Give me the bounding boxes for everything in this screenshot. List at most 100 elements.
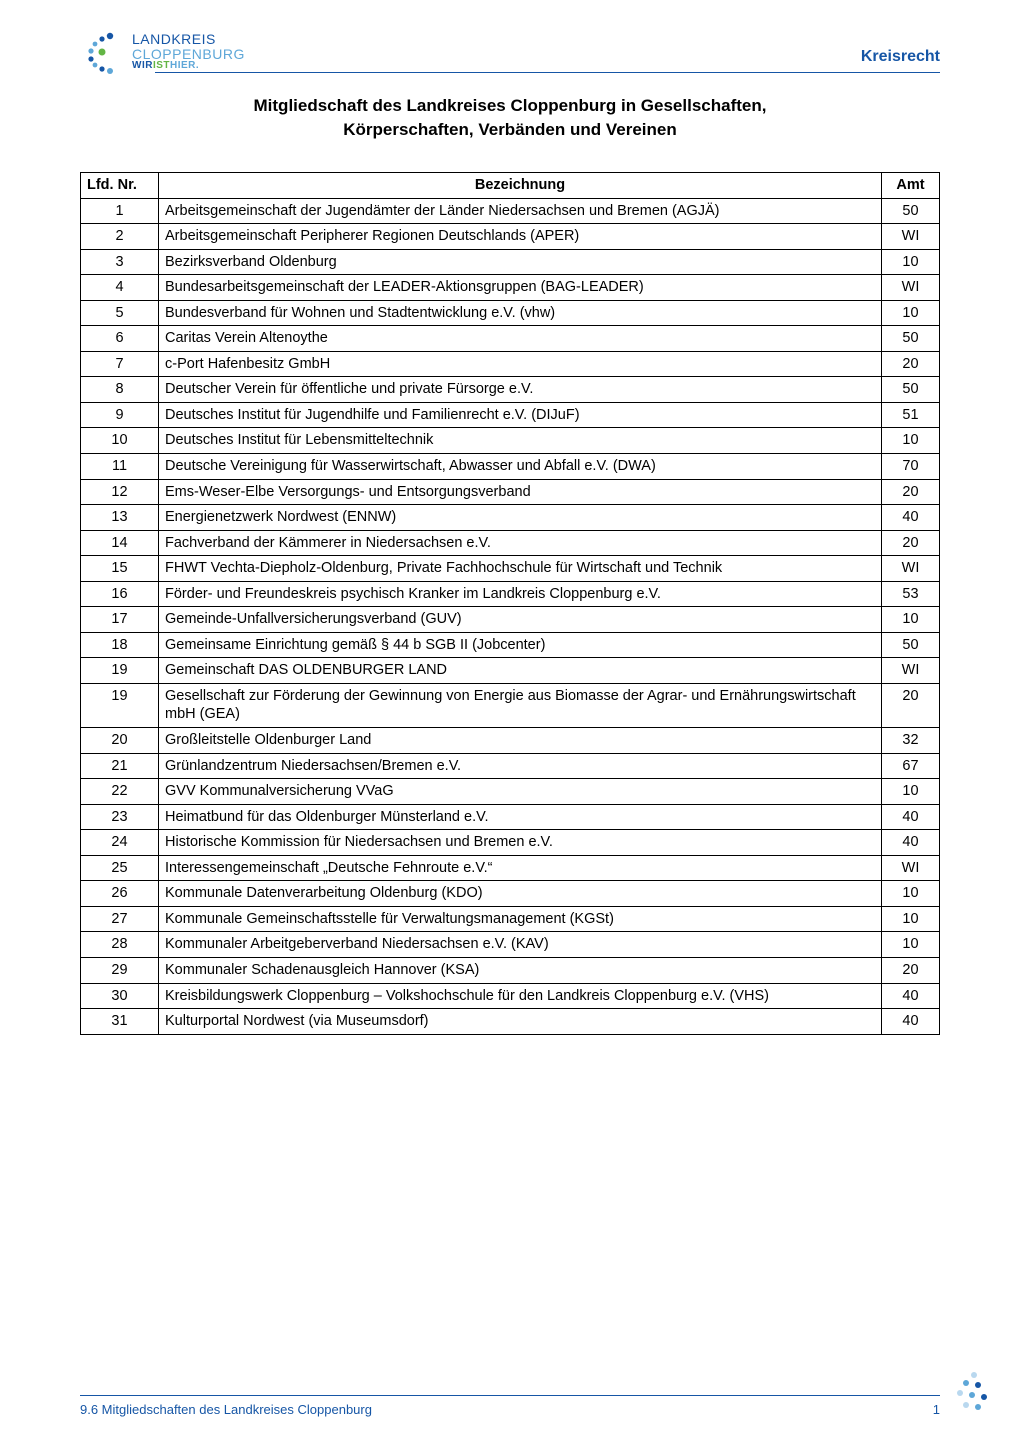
cell-amt: 53 [882,581,940,607]
table-row: 13Energienetzwerk Nordwest (ENNW)40 [81,505,940,531]
cell-nr: 16 [81,581,159,607]
kreisrecht-label: Kreisrecht [861,48,940,66]
cell-nr: 14 [81,530,159,556]
cell-amt: 50 [882,632,940,658]
cell-bez: Bundesarbeitsgemeinschaft der LEADER-Akt… [159,275,882,301]
table-row: 19Gesellschaft zur Förderung der Gewinnu… [81,683,940,727]
cell-bez: Kommunaler Arbeitgeberverband Niedersach… [159,932,882,958]
cell-nr: 9 [81,402,159,428]
table-row: 16Förder- und Freundeskreis psychisch Kr… [81,581,940,607]
cell-nr: 2 [81,224,159,250]
cell-nr: 4 [81,275,159,301]
table-row: 11Deutsche Vereinigung für Wasserwirtsch… [81,454,940,480]
table-row: 17Gemeinde-Unfallversicherungsverband (G… [81,607,940,633]
cell-bez: Caritas Verein Altenoythe [159,326,882,352]
cell-amt: 10 [882,249,940,275]
table-row: 8Deutscher Verein für öffentliche und pr… [81,377,940,403]
table-row: 27Kommunale Gemeinschaftsstelle für Verw… [81,906,940,932]
logo-wir: WIR [132,60,153,71]
logo-line1: LANDKREIS [132,32,245,47]
cell-amt: 50 [882,326,940,352]
cell-amt: 50 [882,198,940,224]
cell-nr: 19 [81,658,159,684]
cell-amt: 20 [882,683,940,727]
table-row: 19Gemeinschaft DAS OLDENBURGER LANDWI [81,658,940,684]
cell-nr: 7 [81,351,159,377]
cell-bez: Historische Kommission für Niedersachsen… [159,830,882,856]
cell-amt: WI [882,556,940,582]
cell-nr: 25 [81,855,159,881]
cell-bez: Bundesverband für Wohnen und Stadtentwic… [159,300,882,326]
cell-amt: 20 [882,530,940,556]
table-row: 10Deutsches Institut für Lebensmitteltec… [81,428,940,454]
cell-amt: 32 [882,728,940,754]
table-row: 20Großleitstelle Oldenburger Land32 [81,728,940,754]
cell-amt: 40 [882,830,940,856]
cell-nr: 29 [81,957,159,983]
logo-hier: HIER. [170,60,199,71]
cell-amt: 10 [882,607,940,633]
cell-nr: 6 [81,326,159,352]
col-header-bez: Bezeichnung [159,173,882,199]
membership-table: Lfd. Nr. Bezeichnung Amt 1Arbeitsgemeins… [80,172,940,1035]
cell-bez: Arbeitsgemeinschaft Peripherer Regionen … [159,224,882,250]
table-row: 28Kommunaler Arbeitgeberverband Niedersa… [81,932,940,958]
cell-bez: Heimatbund für das Oldenburger Münsterla… [159,804,882,830]
cell-amt: WI [882,275,940,301]
cell-bez: c-Port Hafenbesitz GmbH [159,351,882,377]
page: LANDKREIS CLOPPENBURG WIRISTHIER. Kreisr… [0,0,1020,1443]
cell-amt: 10 [882,932,940,958]
col-header-amt: Amt [882,173,940,199]
cell-amt: 10 [882,779,940,805]
cell-amt: 40 [882,804,940,830]
page-header: LANDKREIS CLOPPENBURG WIRISTHIER. Kreisr… [80,30,940,74]
cell-nr: 1 [81,198,159,224]
cell-bez: Gemeinde-Unfallversicherungsverband (GUV… [159,607,882,633]
logo-line3: WIRISTHIER. [132,61,245,72]
cell-nr: 8 [81,377,159,403]
cell-nr: 11 [81,454,159,480]
cell-amt: 70 [882,454,940,480]
cell-nr: 23 [81,804,159,830]
cell-bez: Bezirksverband Oldenburg [159,249,882,275]
cell-nr: 15 [81,556,159,582]
table-row: 6Caritas Verein Altenoythe50 [81,326,940,352]
corner-dots-icon [930,1365,990,1425]
cell-bez: FHWT Vechta-Diepholz-Oldenburg, Private … [159,556,882,582]
cell-bez: Fachverband der Kämmerer in Niedersachse… [159,530,882,556]
cell-nr: 5 [81,300,159,326]
table-row: 9Deutsches Institut für Jugendhilfe und … [81,402,940,428]
cell-nr: 24 [81,830,159,856]
cell-bez: Kommunale Datenverarbeitung Oldenburg (K… [159,881,882,907]
table-row: 2Arbeitsgemeinschaft Peripherer Regionen… [81,224,940,250]
cell-bez: GVV Kommunalversicherung VVaG [159,779,882,805]
cell-amt: 10 [882,428,940,454]
footer-text: 9.6 Mitgliedschaften des Landkreises Clo… [80,1402,372,1417]
cell-amt: 10 [882,300,940,326]
cell-bez: Interessengemeinschaft „Deutsche Fehnrou… [159,855,882,881]
cell-bez: Deutsche Vereinigung für Wasserwirtschaf… [159,454,882,480]
footer-rule [80,1395,940,1396]
page-footer: 9.6 Mitgliedschaften des Landkreises Clo… [80,1395,940,1417]
cell-amt: 10 [882,906,940,932]
cell-amt: 40 [882,1009,940,1035]
cell-bez: Kommunaler Schadenausgleich Hannover (KS… [159,957,882,983]
header-rule [155,72,940,73]
cell-bez: Gemeinsame Einrichtung gemäß § 44 b SGB … [159,632,882,658]
cell-bez: Kreisbildungswerk Cloppenburg – Volkshoc… [159,983,882,1009]
cell-nr: 10 [81,428,159,454]
table-row: 15FHWT Vechta-Diepholz-Oldenburg, Privat… [81,556,940,582]
cell-bez: Großleitstelle Oldenburger Land [159,728,882,754]
table-header-row: Lfd. Nr. Bezeichnung Amt [81,173,940,199]
logo-block: LANDKREIS CLOPPENBURG WIRISTHIER. [80,30,245,74]
cell-nr: 3 [81,249,159,275]
table-row: 18Gemeinsame Einrichtung gemäß § 44 b SG… [81,632,940,658]
table-row: 30Kreisbildungswerk Cloppenburg – Volksh… [81,983,940,1009]
document-title: Mitgliedschaft des Landkreises Cloppenbu… [80,96,940,116]
cell-nr: 18 [81,632,159,658]
logo-dots-icon [80,30,124,74]
cell-nr: 19 [81,683,159,727]
footer-row: 9.6 Mitgliedschaften des Landkreises Clo… [80,1402,940,1417]
cell-amt: 67 [882,753,940,779]
cell-amt: WI [882,658,940,684]
